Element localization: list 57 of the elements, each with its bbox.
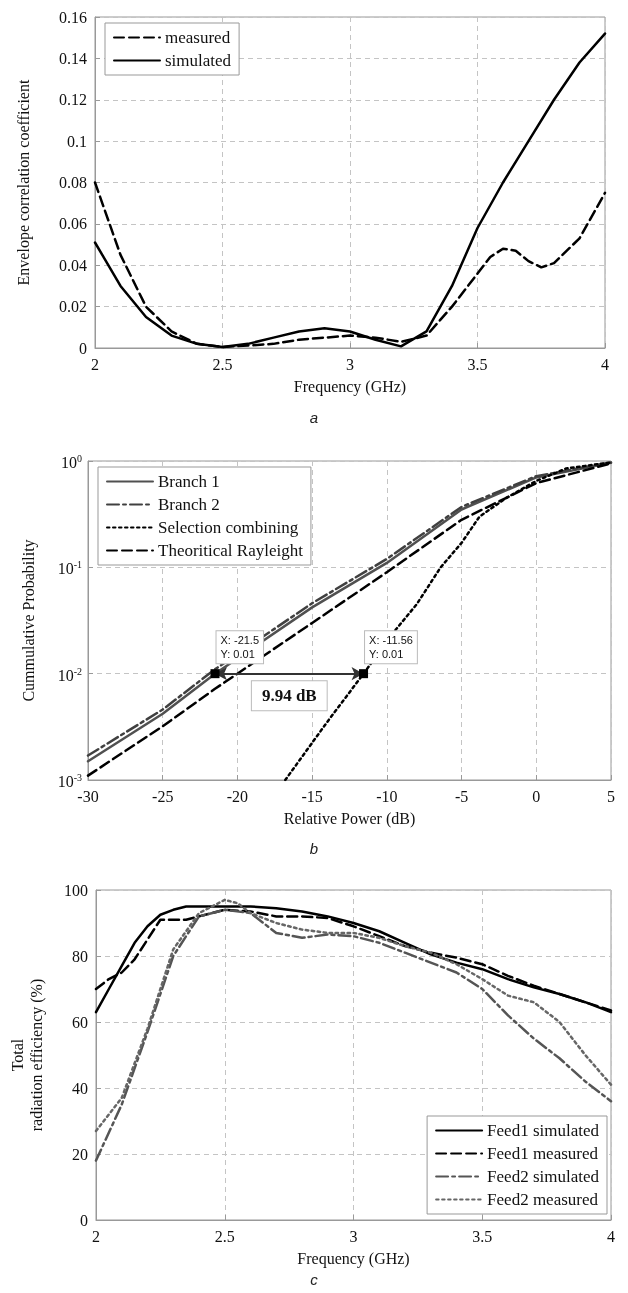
y-tick-label: 10$^{-1}$ [57, 558, 82, 579]
y-tick-label: 0.14 [59, 49, 87, 67]
x-tick-label: 2 [91, 355, 99, 373]
x-axis-title: Frequency (GHz) [293, 377, 407, 396]
annotation: X: -11.56 Y: 0.01 [369, 634, 413, 661]
text: c [310, 1271, 319, 1288]
annotation: X: -21.5 Y: 0.01 [220, 634, 260, 661]
legend-label: Feed1 simulated [487, 1121, 600, 1140]
y-tick-label: 0.1 [67, 132, 87, 150]
y-tick-label: 100 [64, 881, 88, 899]
legend-label: Feed1 measured [487, 1144, 599, 1163]
x-tick-label: 3 [346, 355, 354, 373]
x-tick-label: 3 [349, 1227, 358, 1245]
legend-label: Selection combining [158, 518, 299, 537]
x-tick-label: 2.5 [212, 355, 233, 373]
legend-label: Feed2 measured [487, 1190, 599, 1209]
y-axis-title: Total radiation efficiency (%) [9, 978, 46, 1132]
x-tick-label: 3.5 [467, 355, 488, 373]
y-tick-label: 0.08 [59, 174, 87, 191]
y-tick-label: 0.16 [59, 8, 87, 26]
y-tick-label: 0 [80, 1211, 88, 1229]
x-tick-label: -15 [301, 787, 323, 805]
y-tick-label: 80 [72, 947, 88, 965]
legend-label: Branch 2 [158, 495, 220, 514]
x-tick-label: 5 [607, 787, 615, 805]
y-tick-label: 0.12 [59, 91, 87, 109]
x-tick-label: 3.5 [472, 1227, 493, 1245]
x-axis-title: Frequency (GHz) [297, 1249, 410, 1268]
text: b [309, 840, 319, 857]
legend-label: Theoritical Rayleight [158, 541, 304, 560]
legend-label: Feed2 simulated [487, 1167, 600, 1186]
y-tick-label: 60 [72, 1013, 88, 1031]
x-tick-label: 2 [92, 1227, 100, 1245]
annotation: 9.94 dB [261, 686, 317, 706]
x-tick-label: -20 [226, 787, 249, 805]
legend-label: Branch 1 [158, 472, 220, 491]
x-tick-label: 0 [532, 787, 541, 805]
y-axis-title: Cummulative Probability [20, 539, 38, 702]
x-tick-label: 4 [607, 1227, 615, 1245]
text: a [309, 409, 319, 426]
x-axis-title: Relative Power (dB) [283, 809, 416, 828]
legend-label: measured [165, 28, 231, 47]
x-tick-label: -5 [454, 787, 469, 805]
x-tick-label: -10 [376, 787, 398, 805]
y-tick-label: 20 [72, 1145, 88, 1163]
y-tick-label: 0.04 [59, 256, 87, 274]
y-tick-label: 0.02 [59, 298, 87, 316]
y-axis-title: Envelope correlation coefficient [15, 79, 33, 286]
y-tick-label: 10$^{0}$ [61, 451, 82, 473]
y-tick-label: 0.06 [59, 215, 87, 233]
y-tick-label: 0 [79, 339, 87, 357]
x-tick-label: 2.5 [214, 1227, 235, 1245]
x-tick-label: -25 [152, 787, 174, 805]
x-tick-label: 4 [601, 355, 609, 373]
legend-label: simulated [165, 51, 232, 70]
y-tick-label: 10$^{-2}$ [57, 664, 82, 685]
y-tick-label: 40 [72, 1079, 88, 1097]
